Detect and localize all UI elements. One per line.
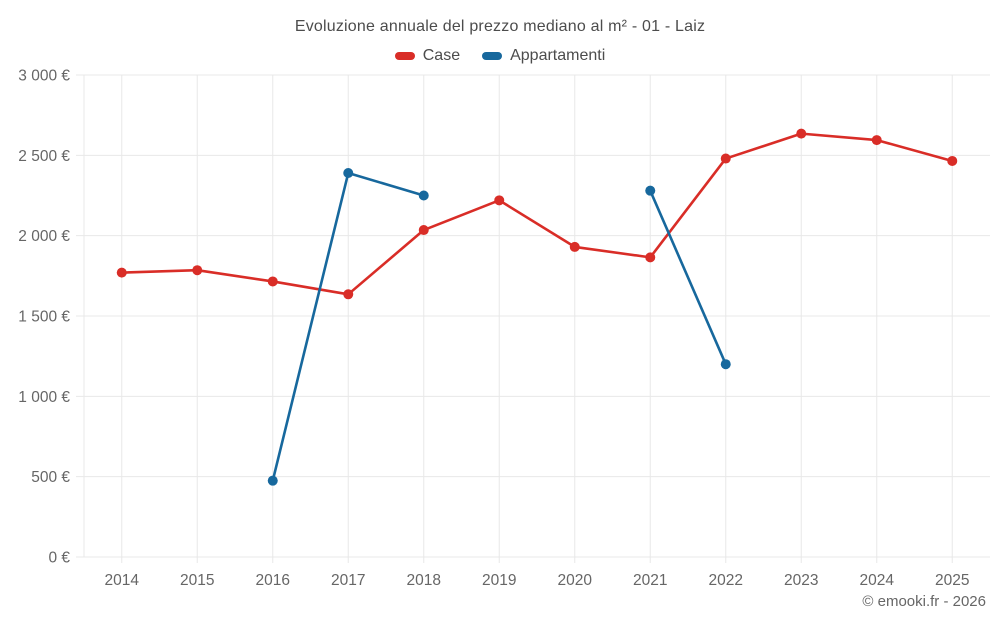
data-point-case-2023[interactable] — [796, 128, 807, 139]
y-tick-label: 1 500 € — [18, 309, 70, 326]
chart-title: Evoluzione annuale del prezzo mediano al… — [294, 18, 706, 35]
legend-item-appartamenti[interactable]: Appartamenti — [482, 47, 605, 65]
data-point-case-2019[interactable] — [494, 195, 505, 206]
legend-swatch-appartamenti — [482, 52, 503, 60]
y-tick-label: 2 000 € — [18, 228, 70, 245]
legend-label-appartamenti: Appartamenti — [510, 47, 606, 64]
x-tick-label: 2020 — [558, 572, 593, 589]
data-point-case-2024[interactable] — [871, 135, 882, 146]
legend: Case Appartamenti — [0, 47, 1000, 65]
x-tick-label: 2018 — [407, 572, 441, 589]
copyright-text: © emooki.fr - 2026 — [862, 593, 986, 610]
data-point-case-2018[interactable] — [418, 225, 429, 236]
legend-swatch-case — [394, 52, 415, 60]
x-tick-label: 2023 — [784, 572, 818, 589]
x-tick-label: 2022 — [709, 572, 743, 589]
legend-item-case[interactable]: Case — [394, 47, 461, 65]
x-tick-label: 2015 — [180, 572, 214, 589]
x-tick-label: 2014 — [105, 572, 140, 589]
x-tick-label: 2024 — [860, 572, 895, 589]
data-point-case-2025[interactable] — [947, 155, 958, 166]
y-tick-label: 2 500 € — [18, 148, 70, 165]
x-tick-label: 2025 — [935, 572, 969, 589]
data-point-case-2020[interactable] — [569, 241, 580, 252]
data-point-appartamenti-2021[interactable] — [645, 185, 656, 196]
y-tick-label: 3 000 € — [18, 68, 70, 85]
data-point-case-2016[interactable] — [267, 276, 278, 287]
series-line-case — [120, 132, 954, 296]
x-tick-label: 2016 — [256, 572, 290, 589]
data-point-appartamenti-2017[interactable] — [343, 168, 354, 179]
data-point-case-2015[interactable] — [192, 265, 203, 276]
y-tick-label: 500 € — [31, 469, 70, 486]
y-tick-label: 0 € — [48, 550, 70, 567]
data-point-case-2022[interactable] — [720, 153, 731, 164]
data-point-appartamenti-2018[interactable] — [418, 190, 429, 201]
legend-label-case: Case — [422, 47, 461, 64]
data-point-case-2014[interactable] — [116, 267, 127, 278]
y-tick-label: 1 000 € — [18, 389, 70, 406]
data-point-case-2021[interactable] — [645, 252, 656, 263]
x-tick-label: 2019 — [482, 572, 516, 589]
x-tick-label: 2017 — [331, 572, 365, 589]
data-point-appartamenti-2022[interactable] — [720, 359, 731, 370]
data-point-case-2017[interactable] — [343, 289, 354, 300]
x-tick-label: 2021 — [633, 572, 667, 589]
data-point-appartamenti-2016[interactable] — [267, 475, 278, 486]
